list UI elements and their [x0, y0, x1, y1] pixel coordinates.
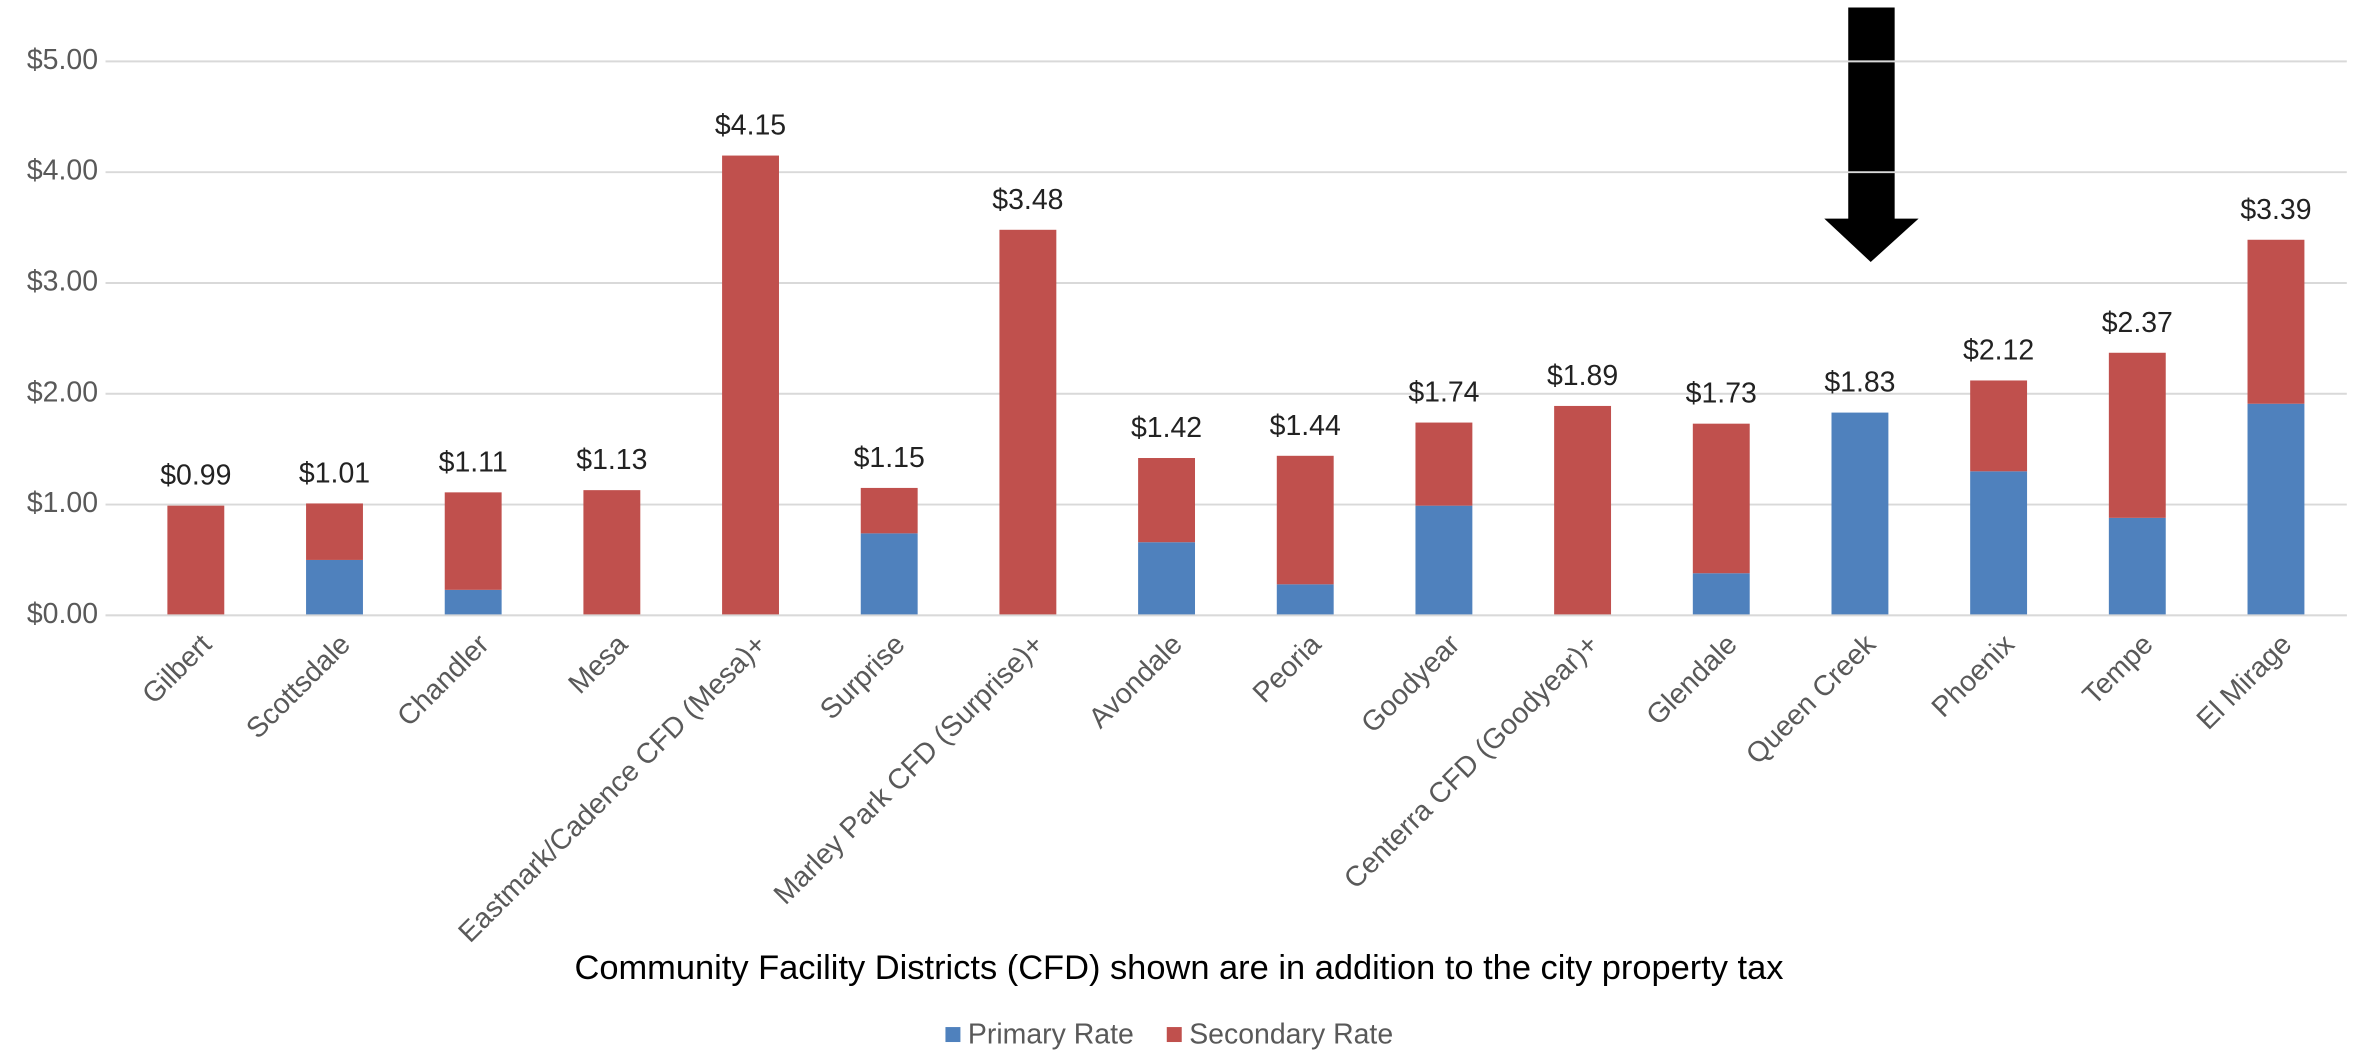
bar-segment: [1138, 458, 1196, 543]
value-label: $0.99: [160, 460, 231, 492]
value-label: $1.73: [1686, 378, 1757, 410]
bar-segment: [1970, 471, 2028, 616]
legend-label: Primary Rate: [968, 1019, 1134, 1051]
y-tick-label: $4.00: [27, 155, 98, 187]
x-tick-label: El Mirage: [2191, 628, 2299, 736]
x-tick-label: Glendale: [1640, 628, 1743, 731]
bar-segment: [167, 505, 225, 616]
bar-segment: [306, 559, 363, 616]
bar-segment: [1692, 573, 1750, 616]
bar-segment: [1554, 405, 1612, 616]
bar-segment: [583, 490, 641, 616]
x-tick-label: Scottsdale: [240, 628, 357, 745]
bar-segment: [1415, 505, 1473, 616]
y-tick-label: $2.00: [27, 376, 98, 408]
bar-segment: [1276, 455, 1334, 585]
x-tick-label: Surprise: [814, 628, 912, 726]
value-label: $1.44: [1270, 410, 1341, 442]
bar-segment: [444, 589, 502, 616]
x-tick-label: Phoenix: [1926, 628, 2021, 723]
legend-label: Secondary Rate: [1189, 1019, 1393, 1051]
bar-segment: [2108, 517, 2166, 616]
bar-segment: [860, 533, 918, 616]
bar-segment: [2247, 239, 2305, 404]
x-tick-label: Mesa: [562, 628, 634, 700]
bar-segment: [1276, 584, 1334, 616]
y-tick-label: $3.00: [27, 265, 98, 297]
y-tick-label: $5.00: [27, 44, 98, 76]
value-label: $1.42: [1131, 412, 1202, 444]
bar-segment: [860, 487, 918, 534]
x-tick-label: Peoria: [1247, 628, 1328, 709]
arrow: [1824, 7, 1919, 263]
bar-segment: [1138, 542, 1196, 616]
value-label: $1.83: [1824, 367, 1895, 399]
x-tick-label: Centerra CFD (Goodyear)+: [1338, 628, 1605, 895]
x-tick-label: Eastmark/Cadence CFD (Mesa)+: [452, 628, 772, 948]
value-label: $1.74: [1408, 377, 1479, 409]
x-tick-label: Avondale: [1083, 628, 1189, 734]
annotation: Community Facility Districts (CFD) shown…: [575, 949, 1784, 987]
bar-segment: [444, 492, 502, 590]
value-label: $1.01: [299, 458, 370, 490]
value-label: $2.37: [2102, 307, 2173, 339]
legend-swatch: [1166, 1027, 1182, 1043]
bar-segment: [1831, 412, 1889, 616]
x-tick-label: Gilbert: [136, 628, 218, 710]
value-label: $1.11: [439, 446, 508, 478]
x-tick-label: Goodyear: [1355, 628, 1466, 739]
bar-segment: [2247, 403, 2305, 616]
value-label: $1.13: [576, 444, 647, 476]
y-tick-label: $0.00: [27, 598, 98, 630]
legend-swatch: [945, 1027, 961, 1043]
x-tick-label: Marley Park CFD (Surprise)+: [768, 628, 1050, 910]
x-tick-label: Chandler: [391, 628, 495, 732]
value-label: $3.48: [992, 184, 1063, 216]
bar-segment: [1415, 422, 1473, 506]
bar-segment: [306, 503, 363, 560]
bar-segment: [1692, 423, 1750, 574]
value-label: $2.12: [1963, 335, 2034, 367]
value-label: $3.39: [2240, 194, 2311, 226]
value-label: $1.15: [854, 442, 925, 474]
bar-segment: [722, 155, 779, 616]
y-tick-label: $1.00: [27, 487, 98, 519]
bar-segment: [999, 229, 1057, 616]
value-label: $4.15: [715, 110, 786, 142]
x-tick-label: Tempe: [2077, 628, 2160, 711]
bar-segment: [2108, 352, 2166, 518]
x-tick-label: Queen Creek: [1740, 628, 1883, 771]
value-label: $1.89: [1547, 360, 1618, 392]
bar-segment: [1970, 380, 2028, 472]
